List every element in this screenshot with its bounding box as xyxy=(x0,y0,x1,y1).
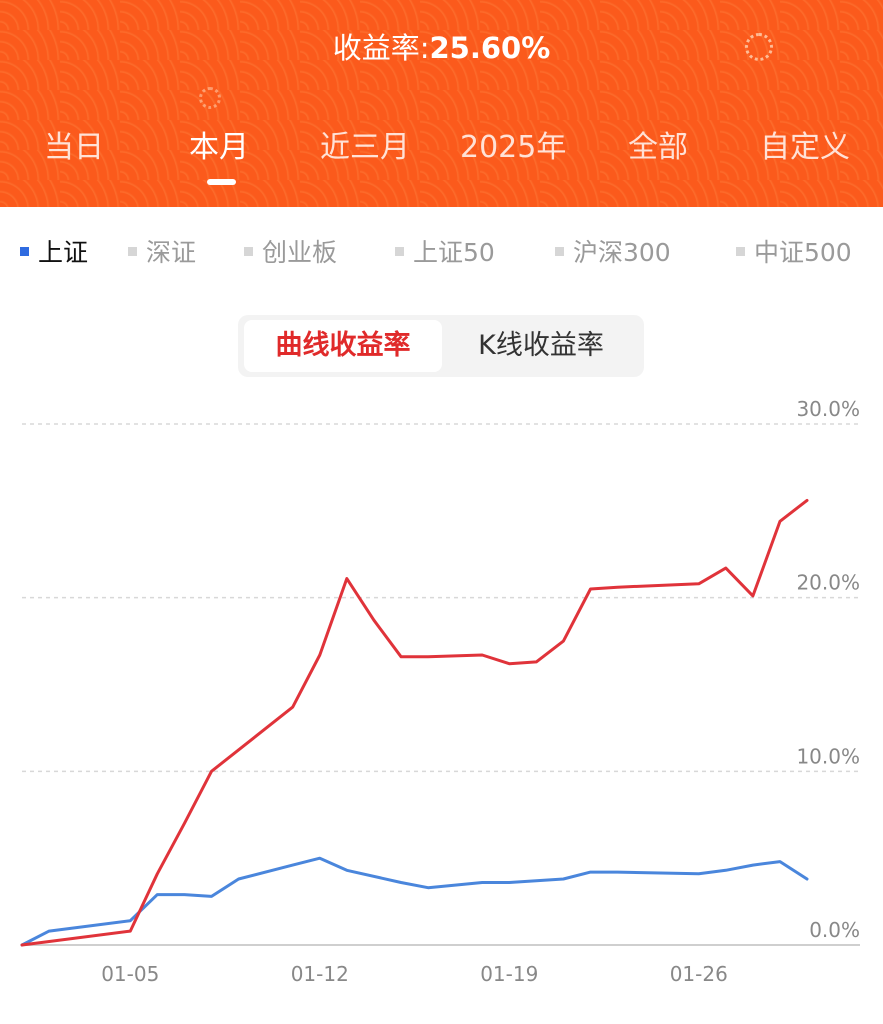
total-return-value: 25.60% xyxy=(429,31,551,65)
legend-square-icon xyxy=(128,246,137,256)
y-tick-label: 20.0% xyxy=(796,571,860,595)
loading-spinner-icon xyxy=(745,33,773,61)
tab-today[interactable]: 当日 xyxy=(44,130,104,165)
total-return-label: 收益率: xyxy=(332,31,430,65)
kline-return-button[interactable]: K线收益率 xyxy=(478,330,604,361)
y-tick-label: 0.0% xyxy=(809,918,860,942)
legend-square-icon xyxy=(736,246,745,256)
legend-square-icon xyxy=(555,246,564,256)
x-tick-label: 01-12 xyxy=(291,962,349,986)
total-return-title: 收益率:25.60% xyxy=(0,28,883,68)
y-tick-label: 30.0% xyxy=(796,397,860,421)
loading-spinner-small-icon xyxy=(199,87,221,109)
index-chinext[interactable]: 创业板 xyxy=(244,235,337,271)
tab-this-month[interactable]: 本月 xyxy=(189,130,249,165)
portfolio-return-line xyxy=(20,498,809,947)
benchmark-return-line xyxy=(20,856,809,947)
index-shanghai[interactable]: 上证 xyxy=(20,235,88,271)
legend-square-icon xyxy=(20,246,29,256)
tab-year-2025[interactable]: 2025年 xyxy=(460,130,567,165)
tab-three-months[interactable]: 近三月 xyxy=(320,130,410,165)
legend-square-icon xyxy=(244,246,253,256)
y-tick-label: 10.0% xyxy=(796,744,860,768)
index-csi300[interactable]: 沪深300 xyxy=(555,235,671,271)
curve-return-button[interactable]: 曲线收益率 xyxy=(244,320,442,372)
chart-mode-toggle: 曲线收益率 K线收益率 xyxy=(238,315,644,377)
x-tick-label: 01-26 xyxy=(670,962,728,986)
tab-all[interactable]: 全部 xyxy=(628,130,688,165)
x-tick-label: 01-05 xyxy=(101,962,159,986)
index-shenzhen[interactable]: 深证 xyxy=(128,235,196,271)
tab-custom[interactable]: 自定义 xyxy=(760,130,850,165)
index-csi500[interactable]: 中证500 xyxy=(736,235,852,271)
index-sse50[interactable]: 上证50 xyxy=(395,235,495,271)
return-line-chart: 30.0% 20.0% 10.0% 0.0% 01-05 01-12 01-19 01-26 xyxy=(20,397,860,986)
x-tick-label: 01-19 xyxy=(480,962,538,986)
legend-square-icon xyxy=(395,246,404,256)
header-banner: 收益率:25.60% 当日 本月 近三月 2025年 全部 自定义 xyxy=(0,0,883,207)
active-tab-indicator xyxy=(207,179,236,185)
